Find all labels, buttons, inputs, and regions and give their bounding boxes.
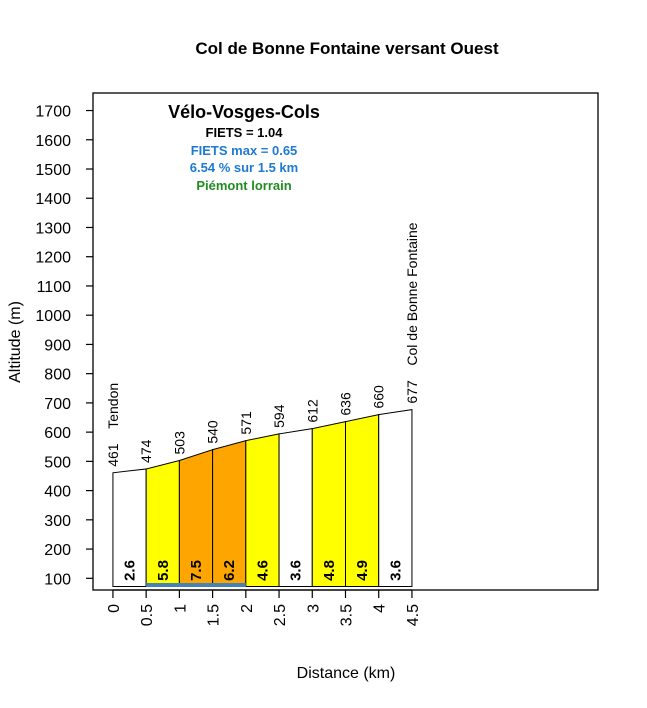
place-label: Tendon [105,383,121,429]
info-region: Piémont lorrain [196,178,291,193]
gradient-label: 4.6 [254,560,271,581]
y-axis: 100 200 300 400 500 600 700 800 900 1000 1100 1200 1… [35,104,93,588]
x-tick-label: 4.5 [405,604,422,626]
x-tick-label: 1.5 [206,604,223,626]
gradient-label: 4.9 [354,560,371,581]
y-tick-label: 1300 [35,220,71,237]
x-tick-label: 0.5 [139,604,156,626]
y-tick-label: 100 [44,571,71,588]
place-label: Col de Bonne Fontaine [404,222,420,365]
x-tick-label: 3.5 [339,604,356,626]
info-fiets: FIETS = 1.04 [206,125,284,140]
gradient-label: 4.8 [321,560,338,581]
altitude-label: 612 [304,399,320,423]
x-tick-label: 0 [106,604,123,613]
gradient-label: 3.6 [288,560,305,581]
x-axis: 0 0.5 1 1.5 2 2.5 3 3.5 4 4.5 [106,589,422,626]
x-tick-label: 2 [239,604,256,613]
x-axis-title: Distance (km) [297,665,396,682]
y-tick-label: 1600 [35,133,71,150]
gradient-segments: 2.6 5.8 7.5 6.2 4.6 3.6 4.8 4.9 3.6 [112,409,413,587]
y-axis-title: Altitude (m) [7,301,24,383]
gradient-segment-8 [378,409,413,587]
altitude-label: 474 [138,439,154,463]
chart-title: Col de Bonne Fontaine versant Ouest [195,39,499,58]
data-labels: 461 474 503 540 571 594 612 636 660 677 Tendon Col … [105,222,420,467]
y-tick-label: 1700 [35,104,71,121]
y-tick-label: 1500 [35,162,71,179]
y-tick-label: 300 [44,513,71,530]
altitude-label: 540 [205,420,221,444]
x-tick-label: 4 [372,604,389,613]
x-tick-label: 2.5 [272,604,289,626]
y-tick-label: 800 [44,367,71,384]
altitude-label: 594 [271,404,287,428]
x-tick-label: 1 [172,604,189,613]
y-tick-label: 600 [44,425,71,442]
info-max-section: 6.54 % sur 1.5 km [190,160,298,175]
y-tick-label: 700 [44,396,71,413]
altitude-label: 571 [238,411,254,435]
altitude-label: 503 [171,431,187,455]
gradient-label: 5.8 [155,560,172,581]
y-tick-label: 500 [44,454,71,471]
y-tick-label: 1000 [35,308,71,325]
gradient-label: 7.5 [188,560,205,581]
y-tick-label: 1200 [35,250,71,267]
altitude-label: 636 [338,392,354,416]
info-box: Vélo-Vosges-Cols FIETS = 1.04 FIETS max … [168,102,320,193]
x-tick-label: 3 [305,604,322,613]
altitude-label: 677 [404,380,420,404]
y-tick-label: 1100 [37,279,72,296]
y-tick-label: 200 [44,542,71,559]
y-tick-label: 900 [44,337,71,354]
info-heading: Vélo-Vosges-Cols [168,102,320,122]
altitude-label: 461 [105,443,121,467]
gradient-label: 3.6 [387,560,404,581]
gradient-label: 2.6 [122,560,139,581]
info-fiets-max: FIETS max = 0.65 [191,143,298,158]
altitude-label: 660 [371,385,387,409]
y-tick-label: 1400 [35,191,71,208]
gradient-label: 6.2 [221,560,238,581]
y-tick-label: 400 [44,484,71,501]
